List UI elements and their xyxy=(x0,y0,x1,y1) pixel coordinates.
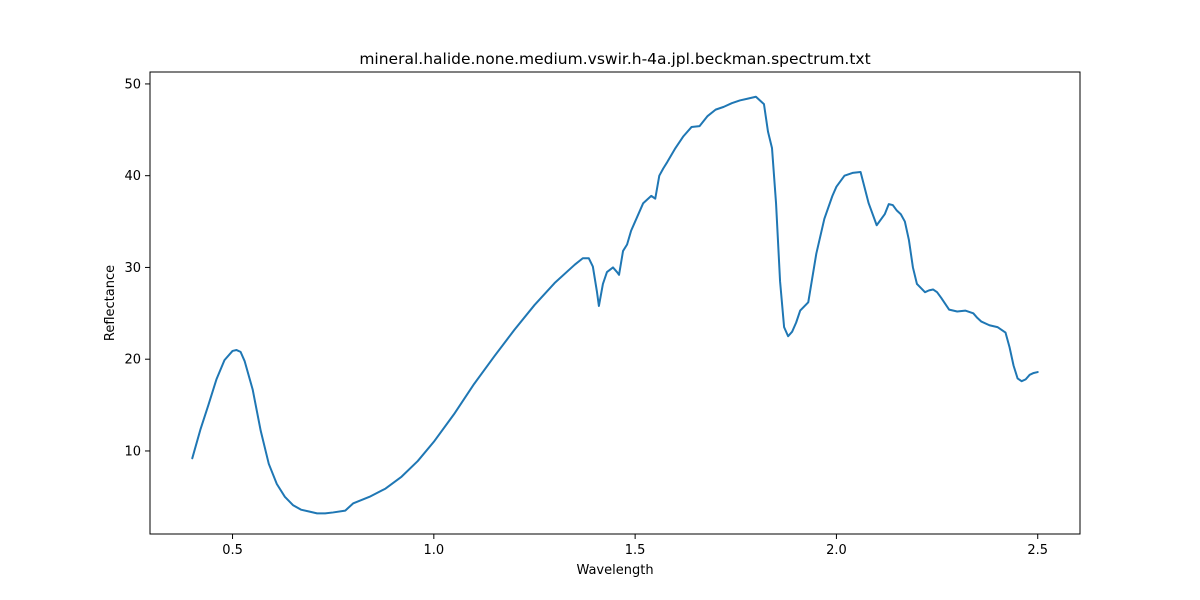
series-line-0 xyxy=(191,95,1039,515)
y-tick-label: 20 xyxy=(124,353,141,368)
x-tick-label: 0.5 xyxy=(222,543,243,558)
y-tick-label: 40 xyxy=(124,169,141,184)
x-axis-label: Wavelength xyxy=(576,563,653,578)
y-axis-label: Reflectance xyxy=(103,265,118,341)
x-tick-label: 1.5 xyxy=(625,543,646,558)
plot-frame xyxy=(149,71,1081,535)
x-tick-label: 2.5 xyxy=(1027,543,1048,558)
x-tick-label: 2.0 xyxy=(826,543,847,558)
y-tick-label: 10 xyxy=(124,444,141,459)
plot-area xyxy=(191,95,1039,515)
x-axis-ticks: 0.5 1.0 1.5 2.0 2.5 xyxy=(222,534,1048,558)
y-tick-label: 30 xyxy=(124,261,141,276)
x-tick-label: 1.0 xyxy=(423,543,444,558)
chart-title: mineral.halide.none.medium.vswir.h-4a.jp… xyxy=(359,50,870,68)
y-tick-label: 50 xyxy=(124,77,141,92)
y-axis-ticks: 10 20 30 40 50 xyxy=(124,77,150,459)
